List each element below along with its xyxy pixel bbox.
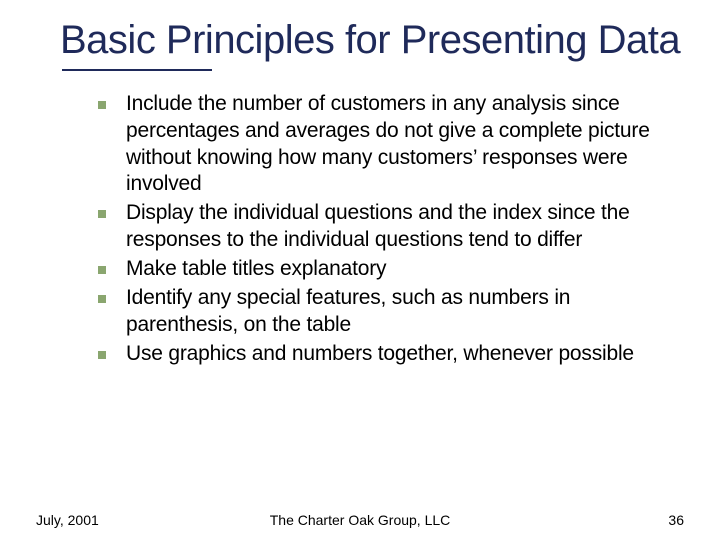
bullet-list: Include the number of customers in any a… bbox=[60, 91, 690, 368]
list-item-text: Use graphics and numbers together, whene… bbox=[126, 342, 634, 365]
list-item: Include the number of customers in any a… bbox=[98, 91, 680, 199]
footer-org: The Charter Oak Group, LLC bbox=[270, 512, 451, 528]
list-item-text: Make table titles explanatory bbox=[126, 257, 386, 280]
footer-page-number: 36 bbox=[668, 512, 684, 528]
square-bullet-icon bbox=[98, 210, 106, 218]
slide: Basic Principles for Presenting Data Inc… bbox=[0, 0, 720, 540]
square-bullet-icon bbox=[98, 295, 106, 303]
slide-title: Basic Principles for Presenting Data bbox=[60, 18, 690, 63]
square-bullet-icon bbox=[98, 266, 106, 274]
list-item-text: Display the individual questions and the… bbox=[126, 201, 630, 251]
square-bullet-icon bbox=[98, 351, 106, 359]
list-item-text: Identify any special features, such as n… bbox=[126, 286, 570, 336]
square-bullet-icon bbox=[98, 101, 106, 109]
footer-date: July, 2001 bbox=[36, 512, 99, 528]
list-item: Make table titles explanatory bbox=[98, 256, 680, 283]
list-item-text: Include the number of customers in any a… bbox=[126, 92, 650, 196]
slide-footer: July, 2001 The Charter Oak Group, LLC 36 bbox=[0, 512, 720, 528]
list-item: Use graphics and numbers together, whene… bbox=[98, 341, 680, 368]
title-underline bbox=[62, 69, 212, 71]
list-item: Identify any special features, such as n… bbox=[98, 285, 680, 339]
list-item: Display the individual questions and the… bbox=[98, 200, 680, 254]
